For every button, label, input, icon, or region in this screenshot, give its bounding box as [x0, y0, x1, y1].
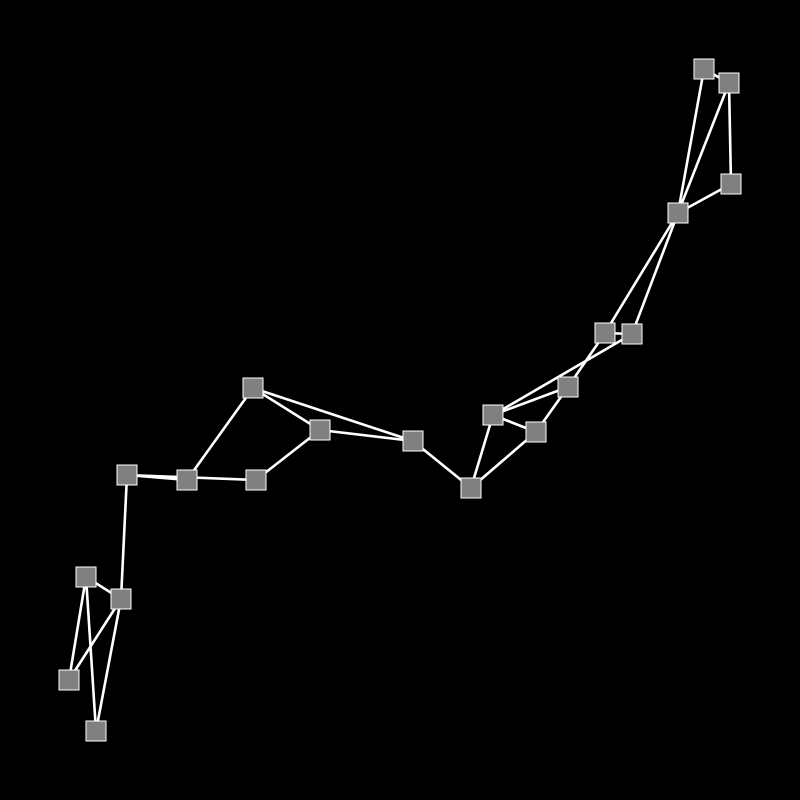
graph-node-n19[interactable]: [693, 58, 715, 80]
edge-n7-n9: [255, 428, 321, 482]
node-layer: [58, 58, 742, 742]
graph-node-n17[interactable]: [667, 202, 689, 224]
graph-node-n1[interactable]: [85, 720, 107, 742]
graph-node-n16[interactable]: [621, 323, 643, 345]
edge-n2-n3: [67, 576, 88, 681]
graph-node-n11[interactable]: [460, 477, 482, 499]
graph-node-n12[interactable]: [482, 404, 504, 426]
graph-node-n8[interactable]: [242, 377, 264, 399]
edge-n8-n9: [252, 386, 321, 432]
edge-n18-n21: [676, 82, 731, 214]
edge-n16-n18: [630, 212, 680, 335]
edge-n8-n10: [252, 386, 414, 443]
graph-node-n6[interactable]: [176, 469, 198, 491]
graph-node-n10[interactable]: [402, 430, 424, 452]
graph-node-n9[interactable]: [309, 419, 331, 441]
edge-n1-n3: [84, 576, 98, 732]
edge-n18-n19: [676, 68, 706, 214]
edge-n20-n21: [727, 82, 733, 185]
edge-n11-n13: [470, 431, 537, 489]
edge-n4-n5: [119, 474, 129, 600]
edge-n12-n16: [492, 332, 633, 417]
graph-node-n7[interactable]: [245, 469, 267, 491]
graph-node-n15[interactable]: [594, 322, 616, 344]
graph-node-n4[interactable]: [110, 588, 132, 610]
graph-node-n5[interactable]: [116, 464, 138, 486]
graph-node-n3[interactable]: [75, 566, 97, 588]
edge-n1-n4: [94, 598, 123, 732]
graph-node-n2[interactable]: [58, 669, 80, 691]
edge-n12-n14: [492, 385, 569, 417]
graph-node-n14[interactable]: [557, 376, 579, 398]
edge-n6-n8: [185, 387, 255, 481]
graph-node-n21[interactable]: [718, 72, 740, 94]
edge-n11-n12: [469, 414, 495, 489]
graph-node-n20[interactable]: [720, 173, 742, 195]
edge-n2-n4: [67, 598, 123, 681]
graph-node-n13[interactable]: [525, 421, 547, 443]
edge-n9-n10: [319, 428, 414, 443]
edge-n15-n17: [603, 212, 680, 334]
